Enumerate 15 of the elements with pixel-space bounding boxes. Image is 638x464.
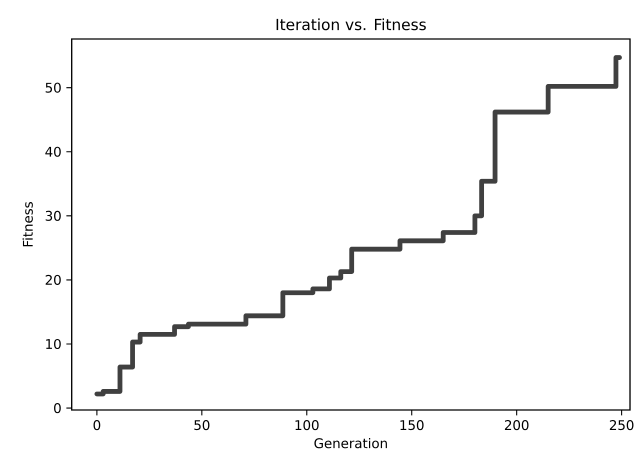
x-tick-label: 100 [296,420,319,430]
x-axis-title: Generation [314,438,387,448]
y-tick-label: 0 [54,403,61,414]
y-axis-title: Fitness [22,202,33,246]
x-tick-label: 50 [194,420,210,430]
x-tick-label: 0 [94,420,100,430]
x-tick-label: 150 [400,420,424,430]
x-tick-label: 250 [610,420,634,430]
y-tick-label: 50 [46,82,61,93]
y-tick-label: 40 [45,146,61,157]
y-tick-label: 20 [46,274,61,285]
chart-title: Iteration vs. Fitness [276,18,426,30]
x-tick-label: 200 [504,420,529,430]
y-tick-label: 10 [46,338,61,350]
y-tick-label: 30 [46,210,61,221]
